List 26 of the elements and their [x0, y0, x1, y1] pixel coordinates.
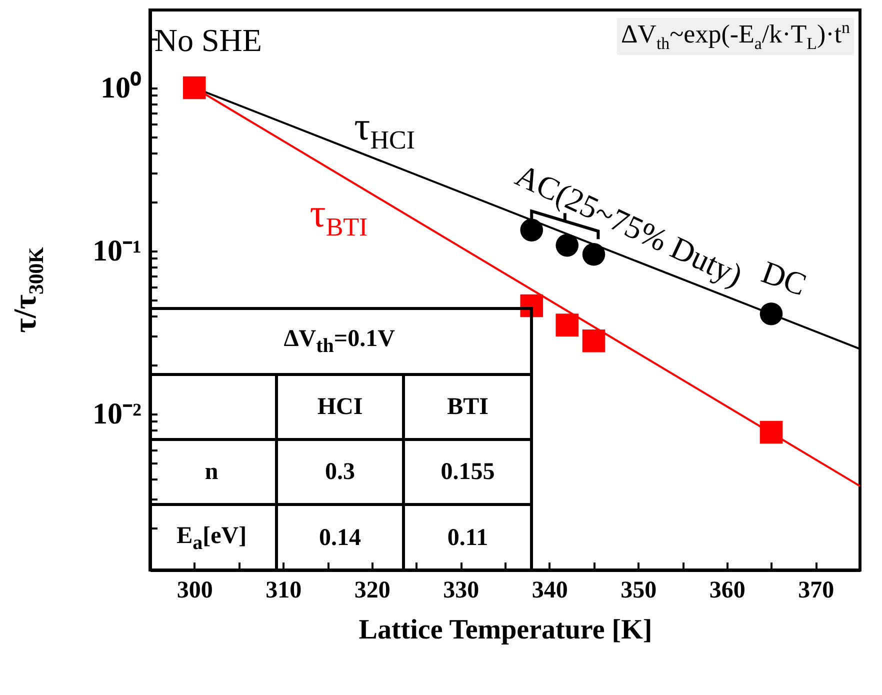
x-axis-title: Lattice Temperature [K]	[358, 614, 652, 646]
annotation: 0.3	[276, 439, 404, 505]
x-tick-label: 320	[354, 578, 390, 604]
annotation: 0.155	[404, 439, 532, 505]
y-tick-label: 10⁰	[100, 70, 142, 104]
text: τ$_{BTI}$	[310, 190, 368, 242]
annotation: 0.14	[276, 504, 404, 570]
annotation: 0.11	[404, 504, 532, 570]
x-tick-label: 350	[620, 578, 657, 604]
annotation: E$_{a}$[eV]	[176, 522, 248, 556]
y-tick-label: 10⁻²	[92, 397, 142, 430]
x-tick-label: 300	[176, 578, 213, 604]
annotation: ΔV$_{th}$=0.1V	[148, 308, 532, 374]
annotation: No SHE	[154, 22, 262, 58]
x-tick-label: 310	[266, 578, 302, 604]
annotation: ΔV$_{th}$~exp(-E$_{a}$/k·T$_{L}$)·t$^{n}$	[616, 18, 854, 55]
annotation: DC	[758, 254, 812, 303]
text: τ$_{HCI}$	[354, 104, 415, 155]
x-tick-label: 330	[443, 578, 480, 604]
x-tick-label: 360	[709, 578, 746, 604]
annotation: BTI	[404, 374, 532, 440]
x-tick-label: 340	[532, 578, 568, 604]
annotation: n	[148, 439, 276, 505]
y-tick-label: 10⁻¹	[92, 234, 142, 268]
x-tick-label: 370	[798, 578, 834, 604]
annotation: HCI	[276, 374, 404, 440]
